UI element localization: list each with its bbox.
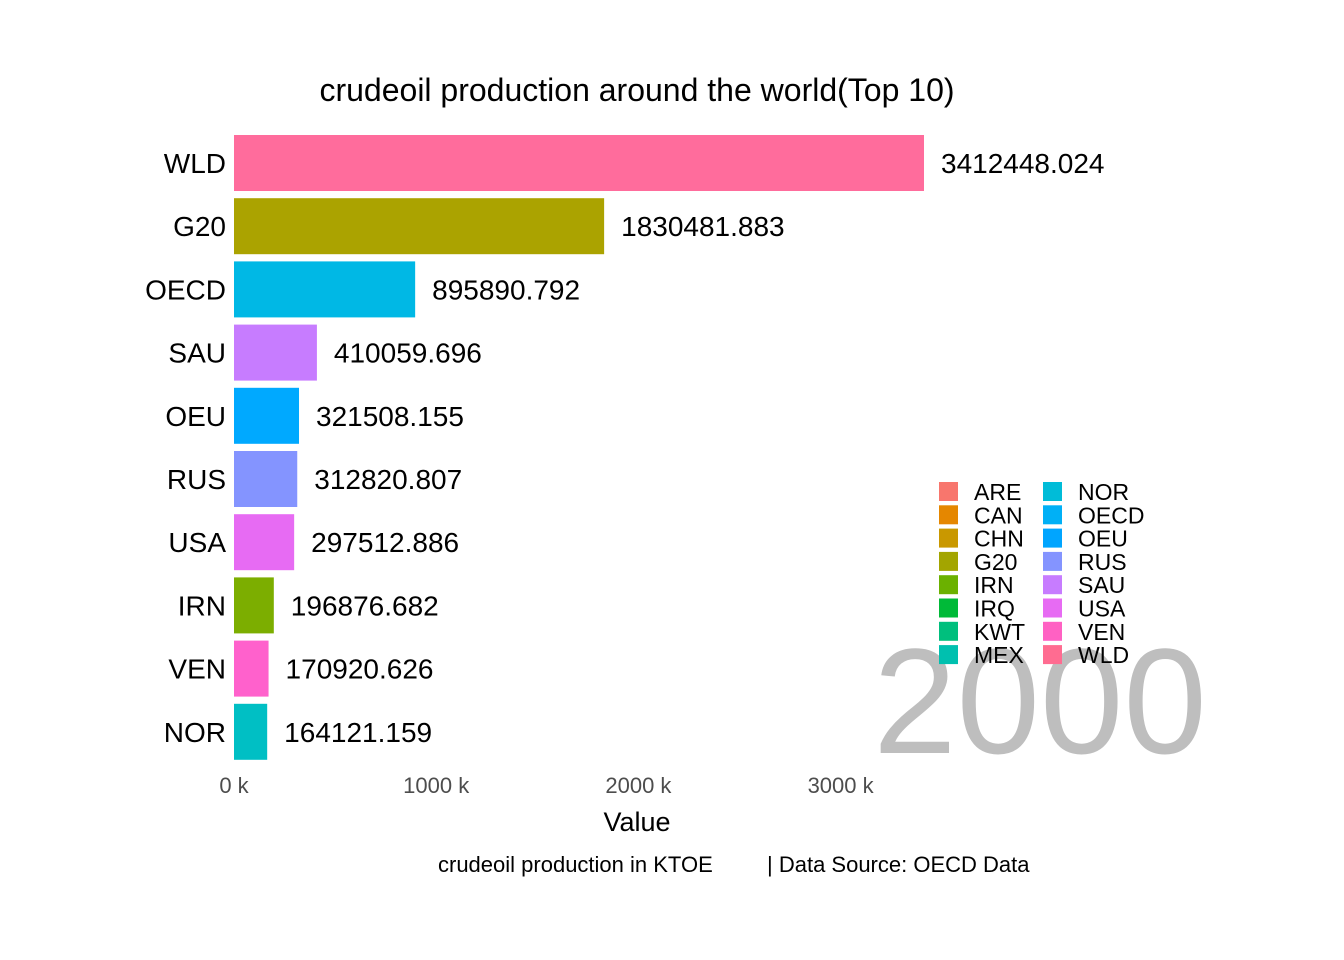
legend-key-are (939, 482, 958, 501)
legend-label: IRQ (974, 596, 1015, 622)
legend-label: VEN (1078, 619, 1125, 645)
year-watermark: 2000 (873, 617, 1207, 785)
value-label: 410059.696 (334, 338, 482, 369)
legend-key-nor (1043, 482, 1062, 501)
legend-key-wld (1043, 645, 1062, 665)
x-axis-title: Value (603, 807, 670, 837)
legend-label: OEU (1078, 526, 1128, 552)
category-label: RUS (167, 464, 226, 495)
legend-label: IRN (974, 572, 1014, 598)
legend-label: CAN (974, 502, 1023, 528)
category-label: SAU (168, 338, 226, 369)
category-label: VEN (168, 654, 226, 685)
value-label: 3412448.024 (941, 148, 1105, 179)
legend-key-oeu (1043, 528, 1062, 548)
category-label: OECD (145, 274, 226, 305)
legend-key-ven (1043, 621, 1062, 641)
bar-oeu (234, 387, 300, 444)
legend-key-can (939, 505, 958, 525)
bar-nor (234, 703, 268, 760)
legend-key-kwt (939, 621, 958, 641)
category-label: G20 (173, 211, 226, 242)
x-tick-label: 3000 k (808, 773, 875, 798)
x-tick-label: 1000 k (403, 773, 470, 798)
legend-key-g20 (939, 551, 958, 571)
legend-label: NOR (1078, 479, 1129, 505)
legend-key-rus (1043, 551, 1062, 571)
legend-label: G20 (974, 549, 1017, 575)
caption-left: crudeoil production in KTOE (438, 852, 713, 877)
value-label: 297512.886 (311, 527, 459, 558)
legend-key-usa (1043, 598, 1062, 618)
category-label: USA (168, 527, 226, 558)
bar-wld (234, 135, 924, 191)
legend-label: OECD (1078, 502, 1144, 528)
legend-key-irq (939, 598, 958, 618)
value-label: 196876.682 (291, 590, 439, 621)
legend-label: SAU (1078, 572, 1125, 598)
legend-label: CHN (974, 526, 1024, 552)
bar-g20 (234, 198, 605, 255)
category-label: NOR (164, 717, 226, 748)
value-label: 170920.626 (286, 654, 434, 685)
category-label: OEU (165, 401, 226, 432)
legend-label: USA (1078, 596, 1126, 622)
caption-right: | Data Source: OECD Data (767, 852, 1030, 877)
bar-sau (234, 324, 317, 381)
category-label: IRN (178, 590, 226, 621)
x-tick-label: 0 k (219, 773, 249, 798)
bar-usa (234, 514, 295, 571)
legend-key-chn (939, 528, 958, 548)
value-label: 312820.807 (314, 464, 462, 495)
legend-label: ARE (974, 479, 1021, 505)
legend-label: WLD (1078, 642, 1129, 668)
bar-irn (234, 577, 274, 634)
value-label: 164121.159 (284, 717, 432, 748)
value-label: 1830481.883 (621, 211, 785, 242)
value-label: 321508.155 (316, 401, 464, 432)
bar-rus (234, 451, 298, 507)
legend-key-mex (939, 645, 958, 665)
legend-label: KWT (974, 619, 1025, 645)
category-label: WLD (164, 148, 226, 179)
bar-oecd (234, 261, 416, 318)
bar-ven (234, 640, 269, 697)
legend-key-irn (939, 575, 958, 595)
legend-label: MEX (974, 642, 1024, 668)
value-label: 895890.792 (432, 274, 580, 305)
chart-title: crudeoil production around the world(Top… (319, 72, 954, 108)
x-axis-ticks: 0 k 1000 k 2000 k 3000 k (219, 773, 874, 798)
x-tick-label: 2000 k (605, 773, 672, 798)
legend-key-oecd (1043, 505, 1062, 525)
legend-label: RUS (1078, 549, 1127, 575)
bars-group: WLD 3412448.024 G20 1830481.883 OECD 895890.7… (145, 135, 1105, 760)
legend-key-sau (1043, 575, 1062, 595)
